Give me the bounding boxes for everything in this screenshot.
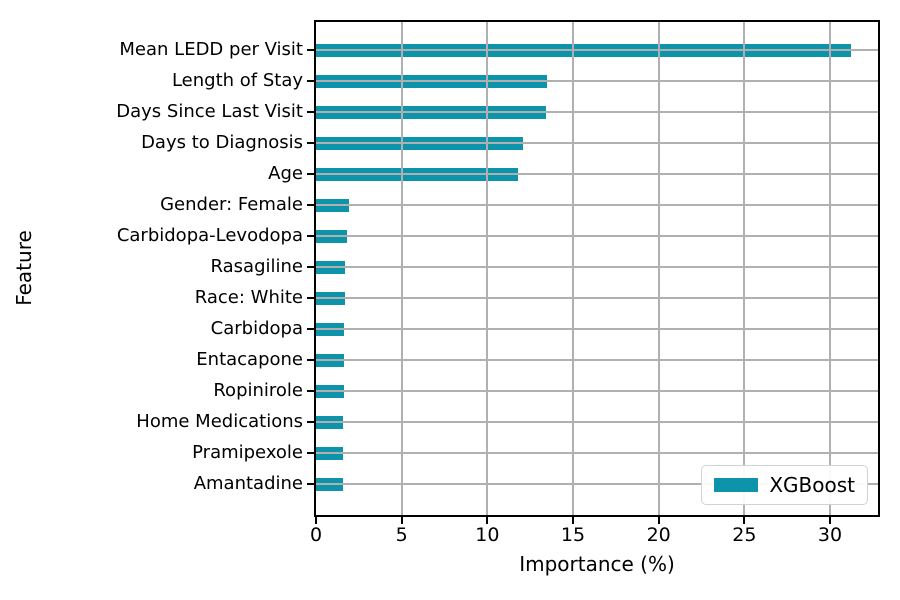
gridline-vertical — [572, 22, 574, 515]
x-tick-label-5: 5 — [395, 524, 408, 546]
y-tick-label-race-white: Race: White — [194, 287, 303, 308]
x-tick-mark — [315, 517, 317, 524]
x-tick-label-20: 20 — [646, 524, 671, 546]
y-tick-label-entacapone: Entacapone — [196, 349, 303, 370]
gridline-vertical — [657, 22, 660, 515]
y-tick-label-days-since-last-visit: Days Since Last Visit — [116, 101, 303, 122]
plot-frame — [314, 20, 880, 517]
y-tick-mark — [307, 266, 314, 268]
y-tick-mark — [307, 235, 314, 237]
gridline-horizontal — [316, 421, 878, 423]
x-tick-mark — [829, 517, 832, 524]
gridline-horizontal — [316, 483, 878, 485]
gridline-vertical — [743, 22, 746, 515]
y-tick-label-mean-ledd-per-visit: Mean LEDD per Visit — [119, 39, 303, 60]
gridline-horizontal — [316, 204, 878, 206]
y-tick-mark — [307, 173, 314, 175]
x-tick-label-0: 0 — [309, 524, 323, 546]
legend-label: XGBoost — [769, 473, 855, 497]
y-tick-mark — [307, 204, 314, 206]
y-tick-label-amantadine: Amantadine — [193, 473, 303, 494]
y-tick-label-ropinirole: Ropinirole — [213, 380, 303, 401]
y-tick-mark — [307, 111, 314, 113]
y-tick-label-days-to-diagnosis: Days to Diagnosis — [141, 132, 303, 153]
x-axis-title: Importance (%) — [519, 552, 675, 576]
y-tick-mark — [307, 328, 314, 330]
gridline-horizontal — [316, 173, 878, 175]
gridline-horizontal — [316, 390, 878, 392]
grid-layer — [316, 22, 878, 515]
x-tick-mark — [400, 517, 403, 524]
gridline-horizontal — [316, 297, 878, 299]
legend: XGBoost — [701, 465, 868, 505]
gridline-horizontal — [316, 49, 878, 51]
gridline-vertical — [829, 22, 832, 515]
gridline-horizontal — [316, 142, 878, 144]
y-tick-label-rasagiline: Rasagiline — [210, 256, 303, 277]
y-tick-mark — [307, 142, 314, 144]
x-tick-mark — [657, 517, 660, 524]
gridline-horizontal — [316, 235, 878, 237]
plot-area: XGBoost — [316, 22, 878, 515]
gridline-vertical — [400, 22, 403, 515]
gridline-horizontal — [316, 266, 878, 268]
gridline-horizontal — [316, 359, 878, 361]
y-tick-label-carbidopa: Carbidopa — [210, 318, 303, 339]
gridline-horizontal — [316, 80, 878, 82]
x-tick-label-15: 15 — [560, 524, 586, 546]
y-tick-mark — [307, 421, 314, 423]
y-tick-label-gender-female: Gender: Female — [160, 194, 303, 215]
y-tick-mark — [307, 80, 314, 82]
y-tick-label-length-of-stay: Length of Stay — [171, 70, 303, 91]
y-tick-mark — [307, 483, 314, 485]
gridline-horizontal — [316, 328, 878, 330]
x-tick-mark — [486, 517, 489, 524]
y-tick-label-carbidopa-levodopa: Carbidopa-Levodopa — [116, 225, 303, 246]
y-tick-mark — [307, 390, 314, 392]
y-tick-label-pramipexole: Pramipexole — [192, 442, 303, 463]
legend-swatch-xgboost — [714, 478, 759, 492]
gridline-vertical — [486, 22, 489, 515]
gridline-horizontal — [316, 452, 878, 454]
y-tick-label-home-medications: Home Medications — [136, 411, 303, 432]
y-tick-mark — [307, 297, 314, 299]
gridline-horizontal — [316, 111, 878, 113]
x-tick-label-10: 10 — [475, 524, 500, 546]
x-tick-mark — [743, 517, 746, 524]
y-tick-mark — [307, 452, 314, 454]
x-tick-mark — [572, 517, 574, 524]
x-tick-label-25: 25 — [732, 524, 757, 546]
y-tick-label-age: Age — [268, 163, 303, 184]
y-tick-mark — [307, 49, 314, 51]
x-tick-label-30: 30 — [817, 524, 843, 546]
y-tick-mark — [307, 359, 314, 361]
